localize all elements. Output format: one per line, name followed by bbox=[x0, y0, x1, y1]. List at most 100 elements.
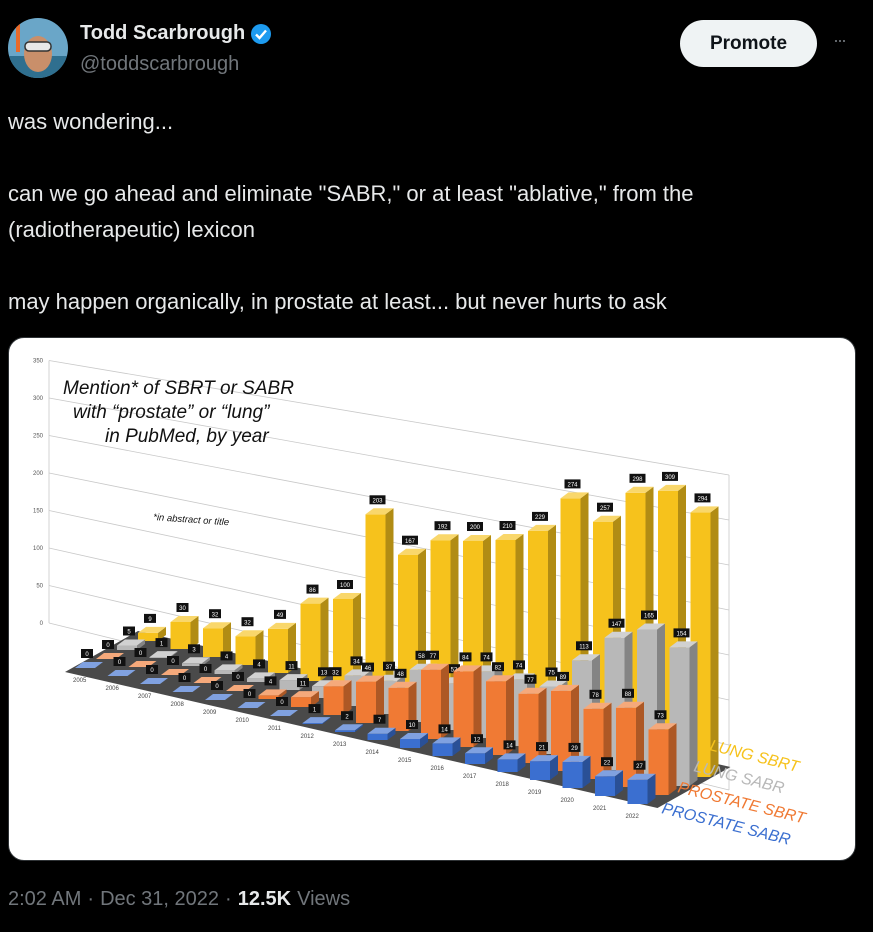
value-label: 200 bbox=[470, 525, 481, 531]
bar-top bbox=[497, 753, 526, 760]
value-label-box bbox=[178, 673, 191, 682]
bar-top bbox=[138, 626, 166, 633]
y-tick-label: 50 bbox=[36, 584, 43, 590]
author-handle[interactable]: @toddscarbrough bbox=[80, 53, 240, 75]
bar-top bbox=[117, 639, 145, 646]
bar-side bbox=[288, 622, 296, 673]
value-label: 0 bbox=[248, 692, 252, 698]
date[interactable]: Dec 31, 2022 bbox=[100, 888, 220, 910]
tweet-meta: 2:02 AM · Dec 31, 2022 · 12.5K Views bbox=[8, 888, 350, 911]
bar-top bbox=[291, 691, 319, 698]
value-label-box bbox=[564, 479, 581, 489]
bar-top bbox=[486, 675, 514, 682]
promote-button[interactable]: Promote bbox=[680, 20, 817, 67]
bar-front bbox=[235, 636, 256, 665]
value-label-box bbox=[536, 742, 548, 752]
value-label: 32 bbox=[244, 620, 251, 626]
x-tick-label: 2011 bbox=[268, 726, 282, 732]
value-label: 1 bbox=[313, 707, 317, 713]
value-label: 14 bbox=[506, 744, 513, 750]
value-label-box bbox=[199, 664, 212, 673]
value-label-box bbox=[694, 493, 711, 503]
value-label: 4 bbox=[257, 663, 261, 669]
more-button[interactable]: ··· bbox=[833, 30, 847, 50]
value-label: 34 bbox=[353, 660, 360, 666]
bar bbox=[117, 639, 145, 650]
value-label-box bbox=[568, 742, 581, 752]
value-label-box bbox=[155, 638, 168, 648]
bar bbox=[497, 753, 526, 772]
value-label-box bbox=[633, 760, 646, 770]
bar-top bbox=[333, 593, 361, 599]
bar-side bbox=[255, 630, 264, 665]
value-label-box bbox=[209, 609, 221, 619]
bar-top bbox=[627, 773, 656, 780]
bar-front bbox=[258, 695, 279, 699]
value-label: 113 bbox=[579, 645, 589, 651]
value-label: 89 bbox=[560, 675, 567, 681]
bar-front bbox=[300, 603, 321, 681]
value-label: 0 bbox=[106, 643, 110, 649]
value-label-box bbox=[673, 628, 690, 638]
bar-front bbox=[312, 686, 332, 698]
value-label: 49 bbox=[277, 613, 284, 619]
bar-front bbox=[595, 776, 615, 796]
value-label-box bbox=[532, 511, 548, 521]
bar-front bbox=[149, 657, 170, 658]
bar-side bbox=[517, 753, 526, 772]
value-label-box bbox=[503, 740, 516, 750]
y-tick-label: 0 bbox=[40, 621, 44, 627]
value-label: 11 bbox=[288, 664, 295, 670]
image-card[interactable]: 0 50 100 150 200 250 300 350 Mention* of SBRT or… bbox=[8, 337, 856, 861]
value-label: 58 bbox=[418, 654, 425, 660]
bar-side bbox=[603, 702, 612, 779]
value-label-box bbox=[402, 535, 418, 545]
x-tick-label: 2020 bbox=[561, 798, 575, 804]
value-label-box bbox=[545, 667, 558, 677]
value-label-box bbox=[524, 674, 537, 684]
bar-front bbox=[333, 599, 353, 689]
value-label: 4 bbox=[269, 680, 273, 686]
value-label-box bbox=[459, 652, 472, 662]
value-label: 21 bbox=[539, 745, 546, 751]
author-name[interactable]: Todd Scarbrough bbox=[80, 22, 272, 45]
chart-title: Mention* of SBRT or SABR with “prostate” … bbox=[63, 378, 294, 447]
bar-top bbox=[495, 534, 524, 540]
value-label: 7 bbox=[378, 718, 382, 724]
bar-top bbox=[140, 678, 168, 684]
value-label-box bbox=[220, 651, 233, 661]
value-label-box bbox=[134, 648, 147, 657]
value-label-box bbox=[264, 676, 277, 686]
value-label: 14 bbox=[441, 728, 448, 734]
paragraph: can we go ahead and eliminate "SABR," or… bbox=[8, 181, 694, 242]
bar bbox=[518, 687, 547, 763]
bar-top bbox=[465, 747, 493, 754]
x-tick-label: 2017 bbox=[463, 774, 477, 780]
avatar[interactable] bbox=[8, 18, 68, 78]
value-label: 2 bbox=[345, 714, 349, 720]
bar-front bbox=[453, 671, 474, 747]
value-label: 294 bbox=[697, 497, 708, 503]
bar-front bbox=[486, 681, 506, 755]
value-label: 298 bbox=[632, 477, 643, 483]
value-label: 78 bbox=[592, 693, 599, 699]
value-label: 29 bbox=[571, 746, 578, 752]
bar-front bbox=[400, 739, 420, 748]
bar-side bbox=[582, 755, 591, 788]
bar-top bbox=[237, 702, 266, 708]
bar-top bbox=[432, 737, 461, 744]
value-label-box bbox=[253, 659, 265, 669]
bar-top bbox=[367, 727, 396, 734]
time[interactable]: 2:02 AM bbox=[8, 888, 82, 910]
bar-front bbox=[117, 645, 137, 650]
value-label: 82 bbox=[495, 665, 502, 671]
bar-front bbox=[323, 686, 344, 715]
bar-front bbox=[465, 753, 485, 764]
bar-front bbox=[616, 707, 636, 787]
avatar-image bbox=[8, 18, 68, 78]
bar-top bbox=[182, 657, 210, 664]
chart-title-line: with “prostate” or “lung” bbox=[73, 402, 271, 423]
value-label-box bbox=[629, 473, 646, 483]
bar-top bbox=[398, 548, 426, 555]
